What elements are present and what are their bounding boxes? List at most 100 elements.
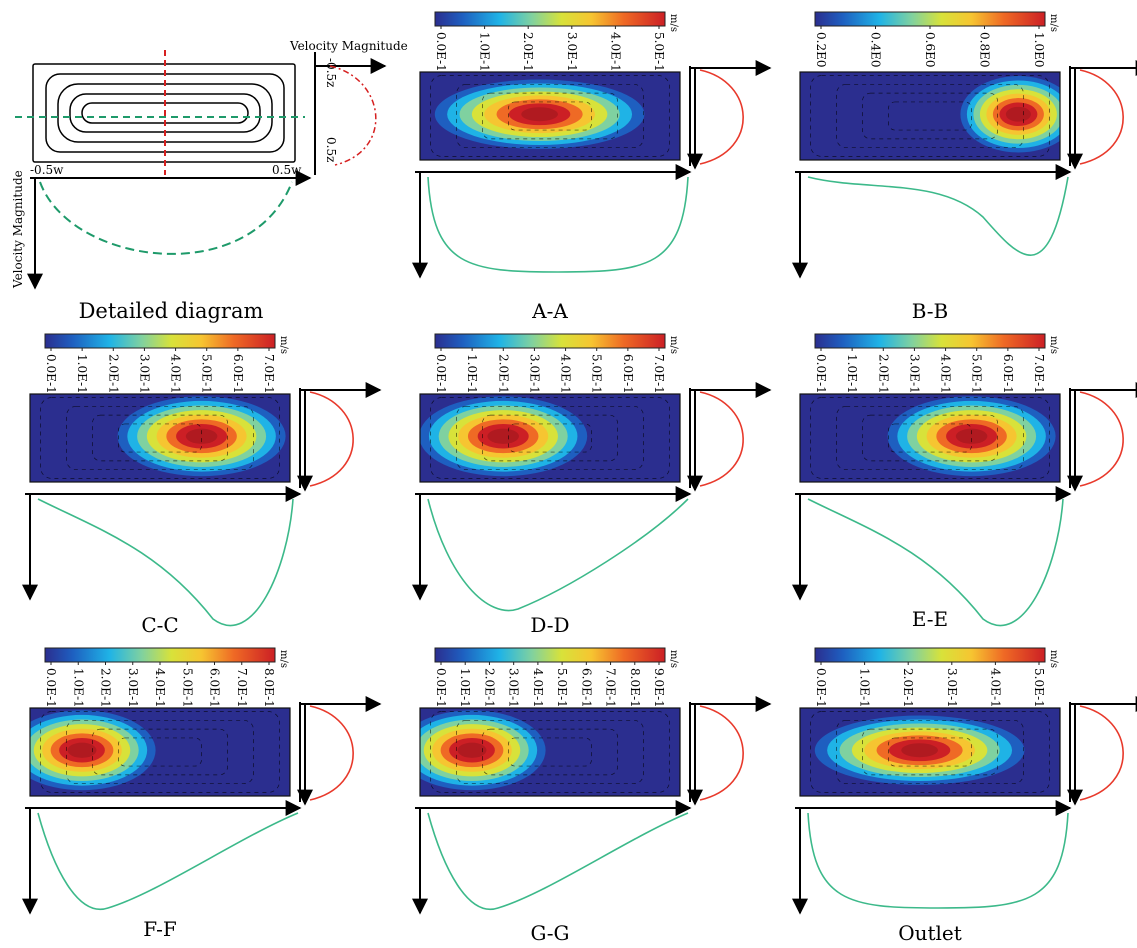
- vertical-velocity-profile: [309, 705, 354, 801]
- horizontal-velocity-profile: [807, 176, 1069, 256]
- colorbar-tick-label: 5.0E-1: [652, 32, 666, 72]
- colorbar: [434, 333, 666, 349]
- colorbar-tick-label: 0.0E-1: [44, 354, 58, 394]
- colorbar: [814, 333, 1046, 349]
- colorbar-unit: m/s: [1048, 336, 1059, 354]
- panel-title: C-C: [141, 613, 178, 637]
- colorbar-tick-label: 4.0E-1: [153, 668, 167, 708]
- horizontal-velocity-profile: [427, 498, 689, 612]
- colorbar-tick-label: 4.0E-1: [608, 32, 622, 72]
- colorbar-tick-label: 5.0E-1: [555, 668, 569, 708]
- velocity-contour-field: [420, 394, 680, 482]
- colorbar-tick-label: 4.0E-1: [531, 668, 545, 708]
- colorbar-tick-label: 5.0E-1: [1032, 668, 1046, 708]
- colorbar-tick-label: 1.0E0: [1032, 32, 1046, 67]
- horizontal-profile-dashed: [39, 181, 293, 255]
- colorbar-tick-label: 2.0E-1: [106, 354, 120, 394]
- panel-g-g: 0.0E-1 1.0E-1 2.0E-1 3.0E-1 4.0E-1 5.0E-1 6.0E…: [412, 647, 772, 945]
- panel-title: Outlet: [898, 921, 962, 945]
- colorbar-tick-label: 1.0E-1: [71, 668, 85, 708]
- colorbar: [814, 11, 1046, 27]
- colorbar-unit: m/s: [668, 336, 679, 354]
- colorbar-tick-label: 0.2E0: [814, 32, 828, 67]
- colorbar-tick-label: 7.0E-1: [652, 354, 666, 394]
- velocity-label-left: Velocity Magnitude: [11, 170, 25, 289]
- velocity-contour-field: [800, 708, 1060, 796]
- colorbar-tick-label: 0.0E-1: [434, 668, 448, 708]
- velocity-contour-field: [800, 394, 1060, 482]
- velocity-contour-field: [30, 394, 290, 482]
- colorbar-tick-label: 1.0E-1: [478, 32, 492, 72]
- colorbar-tick-label: 7.0E-1: [262, 354, 276, 394]
- colorbar-tick-label: 6.0E-1: [621, 354, 635, 394]
- detailed-diagram: -0.5z 0.5z Velocity Magnitude -0.5w 0.5w…: [11, 39, 408, 323]
- colorbar: [434, 647, 666, 663]
- velocity-contour-field: [420, 708, 680, 796]
- colorbar-tick-label: 0.0E-1: [434, 354, 448, 394]
- panel-c-c: 0.0E-1 1.0E-1 2.0E-1 3.0E-1 4.0E-1 5.0E-1 6.0E…: [22, 333, 382, 637]
- panel-title: G-G: [530, 921, 569, 945]
- colorbar-tick-label: 4.0E-1: [988, 668, 1002, 708]
- colorbar-tick-label: 6.0E-1: [1001, 354, 1015, 394]
- section-frame: [799, 71, 1061, 161]
- colorbar-unit: m/s: [1048, 14, 1059, 32]
- colorbar-tick-label: 7.0E-1: [604, 668, 618, 708]
- velocity-label-top: Velocity Magnitude: [289, 39, 408, 53]
- w-left-label: -0.5w: [30, 163, 64, 177]
- panel-title: D-D: [530, 613, 569, 637]
- colorbar-tick-label: 2.0E-1: [482, 668, 496, 708]
- colorbar-tick-label: 5.0E-1: [180, 668, 194, 708]
- velocity-contour-field: [420, 72, 680, 160]
- colorbar-tick-label: 9.0E-1: [652, 668, 666, 708]
- colorbar: [814, 647, 1046, 663]
- velocity-contour-field: [800, 72, 1060, 160]
- horizontal-velocity-profile: [37, 812, 299, 911]
- horizontal-velocity-profile: [807, 812, 1069, 909]
- vertical-profile-dashed: [329, 65, 377, 166]
- colorbar-tick-label: 0.0E-1: [44, 668, 58, 708]
- colorbar-tick-label: 3.0E-1: [507, 668, 521, 708]
- horizontal-velocity-profile: [37, 498, 294, 627]
- panel-outlet: 0.0E-1 1.0E-1 2.0E-1 3.0E-1 4.0E-1 5.0E-1m/s O…: [792, 647, 1137, 945]
- colorbar-tick-label: 4.0E-1: [939, 354, 953, 394]
- section-frame: [799, 393, 1061, 483]
- horizontal-velocity-profile: [807, 498, 1064, 627]
- colorbar-unit: m/s: [1048, 650, 1059, 668]
- colorbar-tick-label: 0.0E-1: [814, 668, 828, 708]
- panel-a-a: 0.0E-1 1.0E-1 2.0E-1 3.0E-1 4.0E-1 5.0E-1m/s A…: [412, 11, 772, 323]
- colorbar-tick-label: 5.0E-1: [200, 354, 214, 394]
- colorbar-tick-label: 0.4E0: [869, 32, 883, 67]
- colorbar-tick-label: 1.0E-1: [75, 354, 89, 394]
- colorbar-tick-label: 2.0E-1: [876, 354, 890, 394]
- colorbar-tick-label: 6.0E-1: [579, 668, 593, 708]
- colorbar: [44, 647, 276, 663]
- colorbar-tick-label: 7.0E-1: [235, 668, 249, 708]
- vertical-velocity-profile: [1079, 69, 1124, 165]
- panel-title: B-B: [912, 299, 949, 323]
- colorbar-tick-label: 0.0E-1: [814, 354, 828, 394]
- panel-d-d: 0.0E-1 1.0E-1 2.0E-1 3.0E-1 4.0E-1 5.0E-1 6.0E…: [412, 333, 772, 637]
- colorbar-tick-label: 3.0E-1: [527, 354, 541, 394]
- colorbar: [44, 333, 276, 349]
- colorbar-tick-label: 2.0E-1: [99, 668, 113, 708]
- section-panels: 0.0E-1 1.0E-1 2.0E-1 3.0E-1 4.0E-1 5.0E-1m/sA…: [22, 11, 1137, 945]
- horizontal-velocity-profile: [427, 812, 689, 911]
- velocity-contour-field: [30, 708, 290, 796]
- panel-title: E-E: [912, 607, 948, 631]
- colorbar-tick-label: 2.0E-1: [521, 32, 535, 72]
- panel-title: A-A: [531, 299, 568, 323]
- colorbar-tick-label: 0.0E-1: [434, 32, 448, 72]
- colorbar-tick-label: 7.0E-1: [1032, 354, 1046, 394]
- colorbar-tick-label: 2.0E-1: [901, 668, 915, 708]
- colorbar-tick-label: 8.0E-1: [262, 668, 276, 708]
- vertical-velocity-profile: [309, 391, 354, 487]
- section-frame: [29, 707, 291, 797]
- colorbar-tick-label: 6.0E-1: [208, 668, 222, 708]
- colorbar-tick-label: 1.0E-1: [465, 354, 479, 394]
- detailed-diagram-title: Detailed diagram: [79, 299, 264, 323]
- colorbar-tick-label: 1.0E-1: [845, 354, 859, 394]
- vertical-velocity-profile: [699, 391, 744, 487]
- colorbar-unit: m/s: [668, 650, 679, 668]
- section-frame: [29, 393, 291, 483]
